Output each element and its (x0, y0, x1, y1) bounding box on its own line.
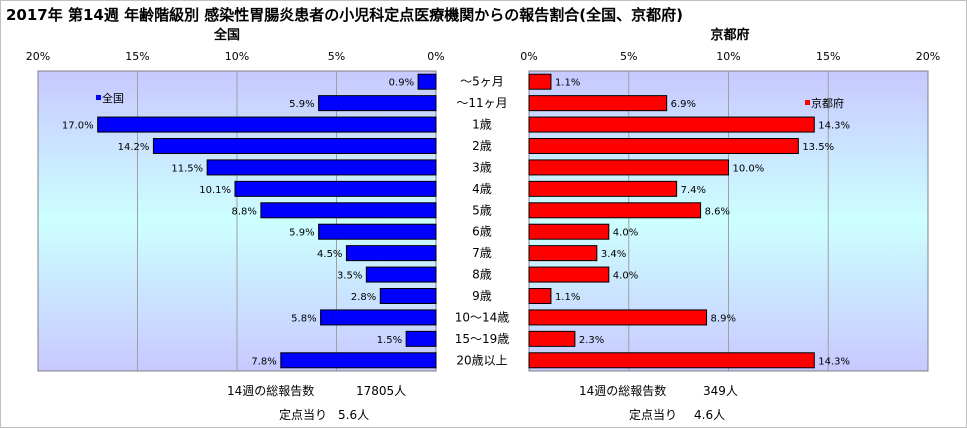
category-label: 5歳 (472, 203, 492, 217)
national-bar (417, 73, 437, 90)
national-bar (318, 223, 437, 240)
left-tick-label: 15% (125, 50, 149, 63)
national-bar (206, 159, 437, 176)
category-label: ～5ヶ月 (460, 75, 504, 89)
right-tick-label: 20% (916, 50, 940, 63)
category-label: 7歳 (472, 246, 492, 260)
national-bar (365, 266, 437, 283)
left-tick-label: 10% (225, 50, 249, 63)
kyoto-bar (528, 330, 576, 347)
national-value-label: 10.1% (199, 185, 231, 196)
category-label: ～11ヶ月 (456, 96, 507, 110)
category-label: 3歳 (472, 160, 492, 174)
right-tick-label: 15% (816, 50, 840, 63)
left-tick-label: 0% (427, 50, 444, 63)
right-per-site-value: 4.6人 (694, 408, 725, 422)
category-label: 1歳 (472, 118, 492, 132)
right-tick-label: 0% (520, 50, 537, 63)
left-total-value: 17805人 (356, 384, 406, 398)
kyoto-value-label: 6.9% (671, 99, 696, 110)
category-label: 9歳 (472, 289, 492, 303)
kyoto-bar (528, 352, 815, 369)
national-value-label: 5.9% (289, 228, 314, 239)
kyoto-value-label: 14.3% (818, 121, 850, 132)
kyoto-value-label: 4.0% (613, 271, 638, 282)
chart-title: 2017年 第14週 年齢階級別 感染性胃腸炎患者の小児科定点医療機関からの報告… (6, 6, 683, 24)
category-label: 8歳 (472, 268, 492, 282)
left-per-site-value: 5.6人 (338, 408, 369, 422)
right-tick-label: 5% (620, 50, 637, 63)
kyoto-value-label: 13.5% (802, 142, 834, 153)
national-bar (152, 138, 437, 154)
national-legend-swatch (96, 95, 101, 100)
national-bar (97, 116, 437, 133)
national-value-label: 4.5% (317, 249, 342, 260)
left-panel-title: 全国 (213, 27, 240, 43)
kyoto-bar (528, 202, 702, 219)
kyoto-bar (528, 95, 668, 112)
national-value-label: 2.8% (351, 292, 376, 303)
kyoto-value-label: 10.0% (733, 163, 765, 174)
kyoto-value-label: 1.1% (555, 292, 580, 303)
kyoto-value-label: 8.6% (705, 206, 730, 217)
national-value-label: 14.2% (118, 142, 150, 153)
national-value-label: 17.0% (62, 121, 94, 132)
left-tick-label: 20% (26, 50, 50, 63)
category-label: 2歳 (472, 139, 492, 153)
kyoto-value-label: 1.1% (555, 78, 580, 89)
national-bar (345, 245, 437, 262)
kyoto-value-label: 14.3% (818, 356, 850, 367)
national-value-label: 3.5% (337, 271, 362, 282)
kyoto-bar (528, 266, 610, 283)
category-label: 15～19歳 (455, 332, 510, 346)
kyoto-value-label: 4.0% (613, 228, 638, 239)
kyoto-value-label: 7.4% (681, 185, 706, 196)
category-label: 20歳以上 (456, 353, 507, 367)
national-bar (405, 330, 437, 347)
category-label: 6歳 (472, 225, 492, 239)
kyoto-bar (528, 73, 552, 90)
national-bar (320, 309, 437, 326)
kyoto-value-label: 2.3% (579, 335, 604, 346)
national-value-label: 7.8% (251, 356, 276, 367)
kyoto-value-label: 3.4% (601, 249, 626, 260)
kyoto-bar (528, 116, 815, 133)
national-bar (318, 95, 437, 112)
right-panel-title: 京都府 (710, 27, 749, 43)
national-value-label: 8.8% (231, 206, 256, 217)
kyoto-bar (528, 309, 708, 326)
national-bar (280, 352, 437, 369)
left-tick-label: 5% (328, 50, 345, 63)
left-per-site-label: 定点当り (279, 407, 327, 422)
kyoto-bar (528, 159, 729, 176)
category-label: 4歳 (472, 182, 492, 196)
right-total-value: 349人 (703, 384, 738, 398)
national-value-label: 5.9% (289, 99, 314, 110)
category-label: 10～14歳 (455, 310, 510, 324)
kyoto-bar (528, 223, 610, 240)
national-legend-label: 全国 (102, 91, 124, 105)
kyoto-bar (528, 288, 552, 304)
right-tick-label: 10% (716, 50, 740, 63)
kyoto-legend-label: 京都府 (811, 96, 844, 110)
national-bar (260, 202, 437, 219)
right-per-site-label: 定点当り (629, 407, 677, 422)
left-total-label: 14週の総報告数 (227, 383, 314, 398)
kyoto-bar (528, 180, 678, 197)
kyoto-value-label: 8.9% (711, 313, 736, 324)
national-value-label: 0.9% (389, 78, 414, 89)
national-bar (379, 288, 437, 304)
national-value-label: 1.5% (377, 335, 402, 346)
right-total-label: 14週の総報告数 (579, 383, 666, 398)
national-value-label: 11.5% (171, 163, 203, 174)
kyoto-bar (528, 138, 799, 154)
national-bar (234, 180, 437, 197)
kyoto-bar (528, 245, 598, 262)
national-value-label: 5.8% (291, 313, 316, 324)
kyoto-legend-swatch (805, 100, 810, 105)
